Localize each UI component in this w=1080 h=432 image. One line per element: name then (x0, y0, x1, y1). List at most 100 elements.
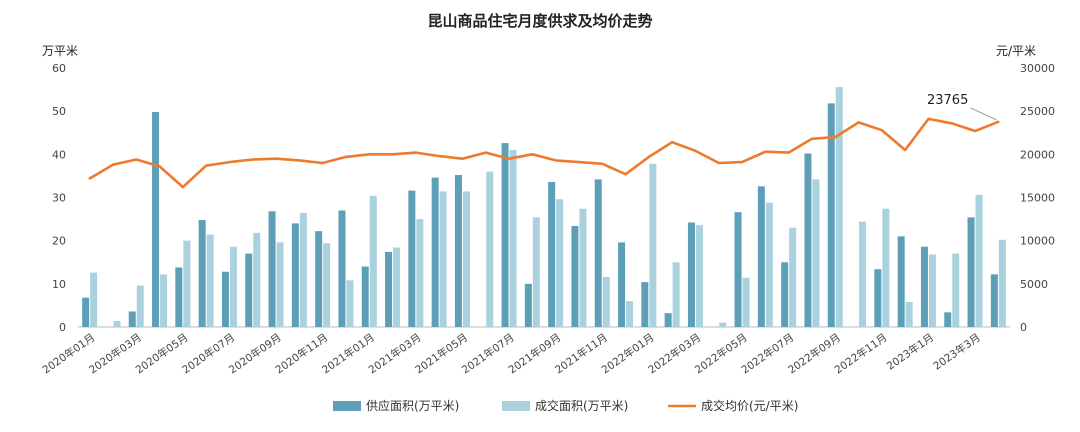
deal-bar (719, 322, 727, 327)
supply-bar (967, 217, 975, 327)
deal-bar (672, 262, 680, 327)
deal-bar (90, 272, 98, 327)
supply-bar (245, 253, 253, 327)
supply-bar (291, 223, 299, 327)
right-tick-label: 5000 (1020, 278, 1048, 291)
price-point (181, 185, 185, 189)
x-tick-label: 2023年1月 (884, 331, 936, 373)
price-point (111, 163, 115, 166)
left-tick-label: 10 (52, 278, 66, 291)
legend-label: 供应面积(万平米) (366, 398, 459, 413)
price-point (903, 148, 907, 152)
price-point (274, 157, 278, 160)
deal-bar (276, 242, 284, 327)
deal-bar (229, 246, 237, 327)
price-point (298, 159, 301, 162)
price-point (577, 160, 581, 164)
legend-swatch (502, 401, 530, 411)
supply-bar (128, 311, 136, 327)
supply-bar (618, 242, 626, 327)
price-point (717, 161, 720, 165)
left-tick-label: 60 (52, 62, 66, 75)
price-point (484, 151, 487, 154)
deal-bar (509, 150, 517, 327)
supply-bar (920, 246, 928, 327)
supply-bar (548, 181, 556, 327)
supply-bar (990, 274, 998, 327)
left-tick-label: 0 (59, 321, 66, 334)
price-point (694, 149, 697, 153)
price-point (368, 153, 371, 156)
supply-bar (804, 153, 812, 327)
x-tick-label: 2022年11月 (832, 331, 890, 377)
legend-swatch (333, 401, 361, 411)
supply-bar (454, 175, 462, 327)
supply-bar (408, 190, 416, 327)
deal-bar (486, 171, 494, 327)
deal-bar (859, 221, 867, 327)
supply-bar (82, 297, 90, 327)
price-point (740, 160, 744, 164)
deal-bar (579, 208, 587, 327)
deal-bar (742, 277, 750, 327)
supply-bar (198, 219, 206, 327)
left-axis-unit: 万平米 (42, 44, 78, 58)
deal-bar (393, 247, 401, 327)
legend-label: 成交均价(元/平米) (701, 398, 798, 413)
deal-bar (206, 234, 214, 327)
deal-bar (323, 243, 331, 327)
price-point (414, 151, 418, 154)
price-point (461, 157, 464, 160)
supply-bar (664, 313, 672, 327)
deal-bar (416, 219, 424, 327)
price-point (647, 155, 651, 159)
deal-bar (160, 274, 168, 327)
price-point (950, 122, 953, 125)
deal-bar (765, 202, 773, 327)
supply-bar (338, 210, 346, 327)
supply-bar (734, 212, 742, 327)
price-point (810, 137, 814, 140)
right-tick-label: 0 (1020, 321, 1027, 334)
deal-bar (998, 239, 1006, 327)
price-point (787, 151, 790, 154)
supply-bar (221, 271, 229, 327)
price-point (88, 177, 91, 180)
right-tick-label: 10000 (1020, 235, 1055, 248)
supply-bar (594, 179, 602, 327)
deal-bar (602, 276, 610, 327)
supply-bar (641, 282, 649, 327)
supply-bar (687, 222, 695, 327)
price-point (973, 129, 977, 133)
supply-bar (827, 103, 835, 327)
price-point (880, 128, 884, 132)
deal-bar (253, 232, 261, 327)
supply-bar (501, 143, 509, 327)
deal-bar (136, 285, 144, 327)
price-point (507, 157, 511, 160)
deal-bar (299, 213, 307, 327)
left-tick-label: 50 (52, 105, 66, 118)
supply-bar (757, 186, 765, 327)
price-point (531, 153, 534, 156)
price-point (135, 158, 138, 161)
x-tick-label: 2023年3月 (931, 331, 983, 373)
annotation-layer: 23765 (927, 93, 997, 121)
deal-bar (928, 254, 936, 327)
supply-bar (268, 211, 276, 327)
annotation-leader (970, 107, 997, 121)
deal-bar (183, 240, 191, 327)
supply-bar (315, 231, 323, 327)
right-tick-label: 30000 (1020, 62, 1055, 75)
bars-layer (82, 86, 1006, 327)
deal-bar (113, 320, 121, 327)
deal-bar (649, 163, 657, 327)
legend: 供应面积(万平米) 成交面积(万平米) 成交均价(元/平米) (333, 398, 798, 413)
deal-bar (462, 191, 470, 327)
deal-bar (882, 208, 890, 327)
left-tick-label: 20 (52, 235, 66, 248)
price-point (764, 150, 767, 153)
deal-bar (789, 227, 797, 327)
supply-bar (571, 225, 579, 327)
